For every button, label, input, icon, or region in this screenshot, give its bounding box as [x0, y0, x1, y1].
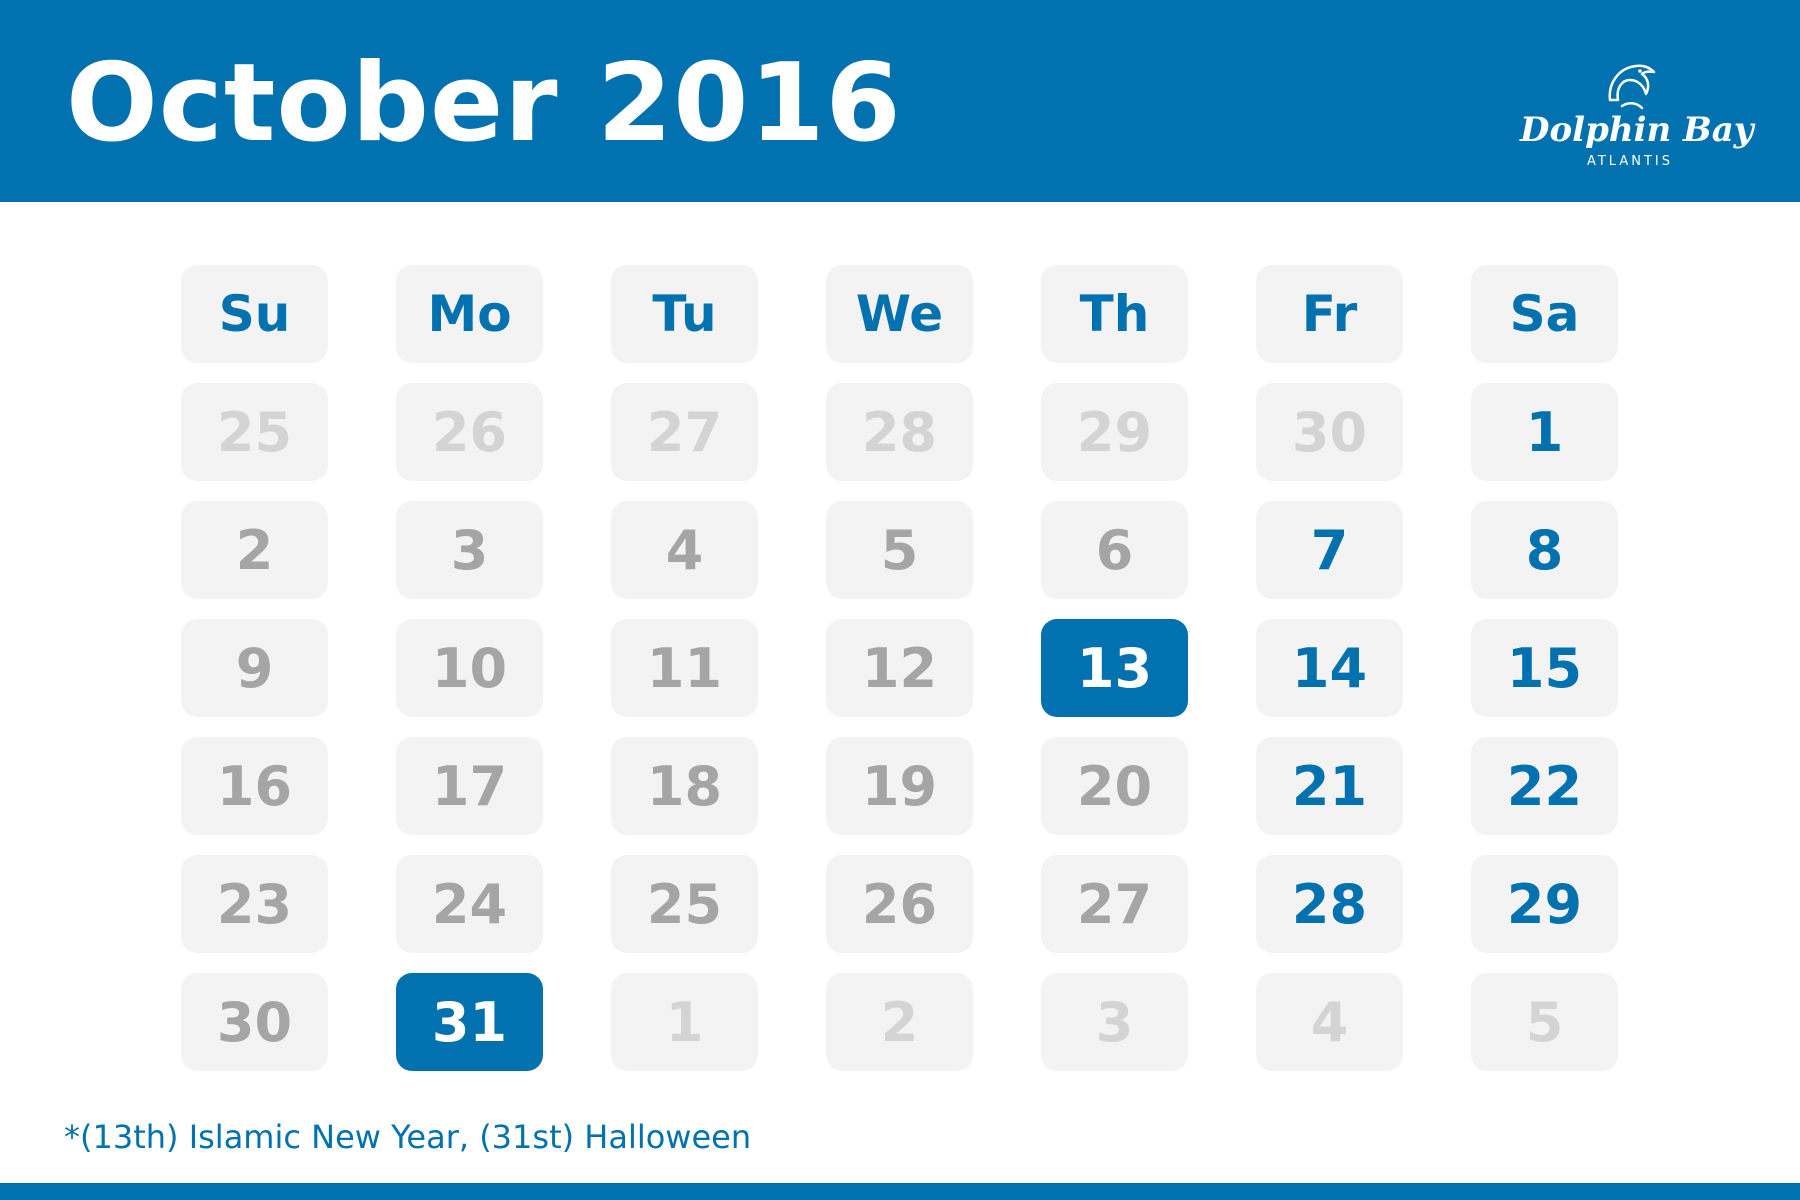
- day-cell: 4: [611, 501, 758, 599]
- calendar-grid: Su Mo Tu We Th Fr Sa 25 26 27 28 29 30 1 2 3 4 5 6 7…: [181, 265, 1619, 1075]
- brand-logo: Dolphin Bay ATLANTIS: [1520, 56, 1754, 176]
- day-cell: 7: [1256, 501, 1403, 599]
- day-cell: 29: [1471, 855, 1618, 953]
- footer-bar: [0, 1183, 1800, 1200]
- weekday-header-wednesday: We: [826, 265, 973, 363]
- day-cell: 28: [826, 383, 973, 481]
- day-cell: 5: [1471, 973, 1618, 1071]
- day-cell: 21: [1256, 737, 1403, 835]
- day-cell: 14: [1256, 619, 1403, 717]
- day-cell: 18: [611, 737, 758, 835]
- logo-name: Dolphin Bay: [1520, 110, 1754, 150]
- day-cell: 8: [1471, 501, 1618, 599]
- day-cell: 22: [1471, 737, 1618, 835]
- day-cell: 30: [181, 973, 328, 1071]
- weekday-header-saturday: Sa: [1471, 265, 1618, 363]
- day-cell: 2: [181, 501, 328, 599]
- day-cell: 25: [181, 383, 328, 481]
- weekday-header-sunday: Su: [181, 265, 328, 363]
- day-cell: 17: [396, 737, 543, 835]
- day-cell: 15: [1471, 619, 1618, 717]
- day-cell: 27: [1041, 855, 1188, 953]
- day-cell: 27: [611, 383, 758, 481]
- day-cell: 28: [1256, 855, 1403, 953]
- holiday-footnote: *(13th) Islamic New Year, (31st) Hallowe…: [64, 1118, 752, 1156]
- day-cell: 6: [1041, 501, 1188, 599]
- day-cell: 26: [396, 383, 543, 481]
- day-cell: 12: [826, 619, 973, 717]
- weekday-header-monday: Mo: [396, 265, 543, 363]
- day-cell: 25: [611, 855, 758, 953]
- holiday-day-cell: 13: [1041, 619, 1188, 717]
- day-cell: 3: [396, 501, 543, 599]
- day-cell: 1: [1471, 383, 1618, 481]
- day-cell: 11: [611, 619, 758, 717]
- weekday-header-thursday: Th: [1041, 265, 1188, 363]
- day-cell: 24: [396, 855, 543, 953]
- day-cell: 23: [181, 855, 328, 953]
- day-cell: 10: [396, 619, 543, 717]
- day-cell: 19: [826, 737, 973, 835]
- day-cell: 16: [181, 737, 328, 835]
- day-cell: 2: [826, 973, 973, 1071]
- day-cell: 1: [611, 973, 758, 1071]
- header-bar: October 2016 Dolphin Bay ATLANTIS: [0, 0, 1800, 202]
- dolphin-icon: [1608, 64, 1656, 110]
- day-cell: 26: [826, 855, 973, 953]
- logo-subtitle: ATLANTIS: [1586, 154, 1673, 169]
- holiday-day-cell: 31: [396, 973, 543, 1071]
- weekday-header-friday: Fr: [1256, 265, 1403, 363]
- weekday-header-tuesday: Tu: [611, 265, 758, 363]
- day-cell: 20: [1041, 737, 1188, 835]
- day-cell: 29: [1041, 383, 1188, 481]
- page-title: October 2016: [66, 41, 902, 166]
- day-cell: 3: [1041, 973, 1188, 1071]
- day-cell: 5: [826, 501, 973, 599]
- day-cell: 9: [181, 619, 328, 717]
- day-cell: 4: [1256, 973, 1403, 1071]
- day-cell: 30: [1256, 383, 1403, 481]
